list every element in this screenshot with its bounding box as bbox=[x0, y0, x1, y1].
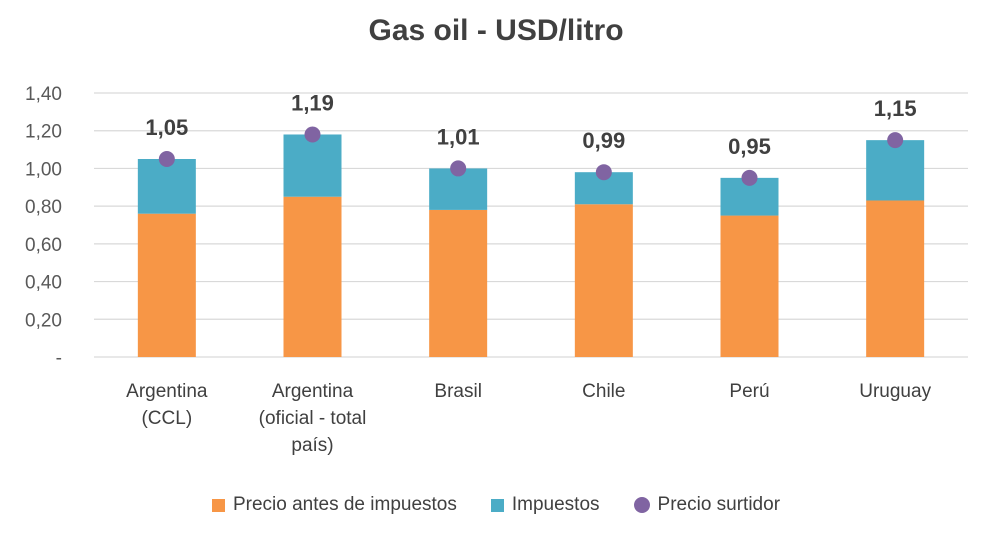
x-category-label: (oficial - total bbox=[259, 408, 367, 429]
y-tick-label: 1,40 bbox=[25, 84, 62, 105]
precio-surtidor-point bbox=[304, 126, 321, 143]
y-tick-label: 0,80 bbox=[25, 197, 62, 218]
data-label: 1,19 bbox=[291, 90, 334, 115]
y-tick-label: 0,20 bbox=[25, 310, 62, 331]
bar-segment-impuestos bbox=[137, 159, 196, 214]
chart-title: Gas oil - USD/litro bbox=[368, 14, 624, 47]
legend-item-precio-antes: Precio antes de impuestos bbox=[211, 494, 457, 516]
data-labels: 1,05 1,19 1,01 0,99 0,95 1,15 bbox=[145, 90, 916, 158]
precio-surtidor-point bbox=[450, 160, 467, 177]
precio-surtidor-point bbox=[887, 132, 904, 149]
y-tick-label: 0,40 bbox=[25, 273, 62, 294]
legend-label: Precio antes de impuestos bbox=[232, 494, 457, 515]
legend-label: Precio surtidor bbox=[657, 494, 781, 515]
bar-segment-impuestos bbox=[283, 134, 342, 197]
precio-surtidor-point bbox=[595, 164, 612, 181]
bar-segment-precio-antes bbox=[429, 209, 488, 357]
y-tick-label: 0,60 bbox=[25, 235, 62, 256]
legend-dot-purple bbox=[633, 497, 650, 513]
y-tick-label: 1,00 bbox=[25, 159, 62, 180]
data-label: 1,15 bbox=[874, 96, 917, 121]
x-category-label: Chile bbox=[582, 381, 625, 402]
bar-segment-precio-antes bbox=[574, 204, 633, 357]
data-label: 0,99 bbox=[582, 128, 625, 153]
legend-swatch-blue bbox=[490, 498, 504, 512]
x-category-label: país) bbox=[291, 435, 333, 456]
x-category-label: Perú bbox=[729, 381, 769, 402]
x-category-label: Argentina bbox=[126, 381, 208, 402]
x-category-label: Brasil bbox=[434, 381, 482, 402]
legend-label: Impuestos bbox=[511, 494, 600, 515]
bars bbox=[137, 134, 925, 357]
x-category-label: (CCL) bbox=[141, 408, 192, 429]
y-tick-label: 1,20 bbox=[25, 122, 62, 143]
data-label: 1,01 bbox=[437, 124, 480, 149]
precio-surtidor-point bbox=[158, 151, 175, 167]
legend-item-precio-surtidor: Precio surtidor bbox=[633, 494, 781, 516]
gridlines bbox=[94, 92, 968, 358]
x-category-label: Uruguay bbox=[859, 381, 931, 402]
data-label: 1,05 bbox=[145, 115, 188, 140]
x-category-label: Argentina bbox=[272, 381, 354, 402]
y-tick-label: - bbox=[56, 348, 62, 369]
precio-surtidor-point bbox=[741, 169, 758, 186]
bar-segment-precio-antes bbox=[720, 215, 779, 357]
price-points bbox=[158, 126, 904, 186]
bar-segment-impuestos bbox=[866, 140, 925, 201]
y-axis-ticks: - 0,20 0,40 0,60 0,80 1,00 1,20 1,40 bbox=[25, 84, 62, 369]
bar-segment-precio-antes bbox=[283, 196, 342, 357]
x-axis-categories: Argentina (CCL) Argentina (oficial - total p… bbox=[126, 381, 931, 456]
bar-segment-precio-antes bbox=[866, 200, 925, 357]
legend: Precio antes de impuestos Impuestos Prec… bbox=[0, 494, 992, 516]
legend-swatch-orange bbox=[211, 498, 225, 512]
data-label: 0,95 bbox=[728, 134, 771, 159]
bar-segment-precio-antes bbox=[137, 213, 196, 357]
legend-item-impuestos: Impuestos bbox=[490, 494, 600, 516]
